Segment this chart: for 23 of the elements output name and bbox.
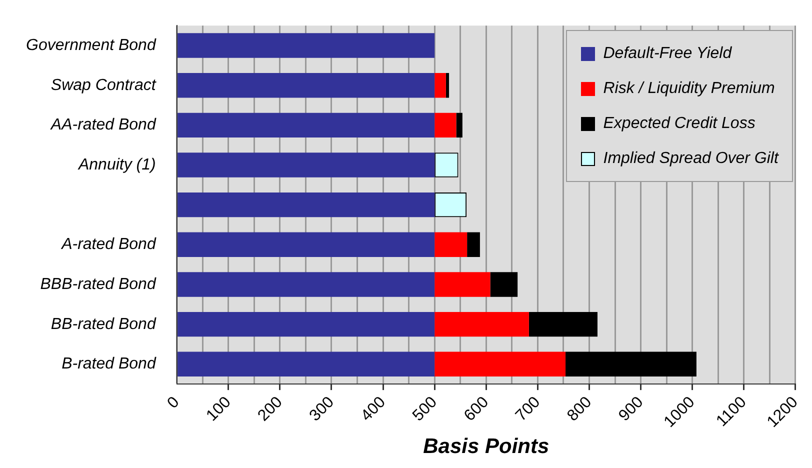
legend-label: Implied Spread Over Gilt xyxy=(603,150,778,168)
y-tick-label: Government Bond xyxy=(26,36,157,54)
y-tick-label: BB-rated Bond xyxy=(50,316,157,333)
x-tick-label: 900 xyxy=(616,394,647,425)
y-tick-label: BBB-rated Bond xyxy=(40,276,157,293)
x-tick-label: 400 xyxy=(358,394,390,425)
x-tick-label: 300 xyxy=(306,394,338,425)
legend-label: Expected Credit Loss xyxy=(603,115,756,134)
legend-label: Default-Free Yield xyxy=(603,45,732,64)
y-tick-label: AA-rated Bond xyxy=(50,116,157,134)
x-tick-label: 100 xyxy=(203,394,234,425)
x-tick-label: 0 xyxy=(164,394,183,412)
x-axis-title: Basis Points xyxy=(423,435,550,458)
x-tick-label: 500 xyxy=(410,394,441,425)
legend-label: Risk / Liquidity Premium xyxy=(603,80,775,98)
x-tick-label: 200 xyxy=(254,394,286,425)
x-tick-label: 600 xyxy=(461,394,492,425)
x-tick-label: 800 xyxy=(564,394,596,425)
y-tick-label: Annuity (1) xyxy=(77,156,156,174)
y-tick-label: Swap Contract xyxy=(50,76,156,94)
y-tick-label: B-rated Bond xyxy=(62,356,157,373)
y-tick-label: A-rated Bond xyxy=(60,236,157,254)
x-tick-label: 700 xyxy=(512,394,544,425)
